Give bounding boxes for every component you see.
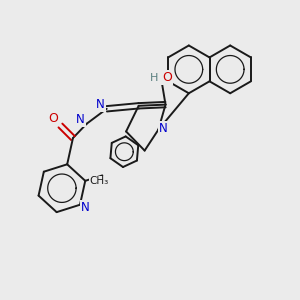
Text: N: N <box>159 122 168 135</box>
Text: N: N <box>76 113 85 126</box>
Text: CH₃: CH₃ <box>90 176 109 186</box>
Text: N: N <box>96 98 105 111</box>
Text: O: O <box>48 112 58 124</box>
Text: O: O <box>162 71 172 84</box>
Text: H: H <box>149 73 158 83</box>
Text: N: N <box>81 201 90 214</box>
